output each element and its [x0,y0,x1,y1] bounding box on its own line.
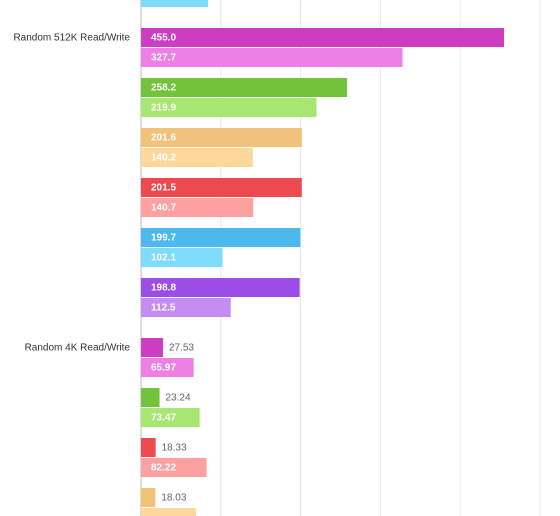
value-label: 199.7 [151,233,176,244]
value-label: 112.5 [151,303,176,314]
bar [141,248,223,267]
bar [141,178,302,197]
bar [141,0,209,7]
bar [141,98,317,117]
value-label: 82.22 [151,463,176,474]
value-label: 73.47 [151,413,176,424]
value-label: 140.7 [151,203,176,214]
value-label: 18.03 [161,493,186,504]
value-label: 219.9 [151,103,176,114]
value-label: 198.8 [151,283,176,294]
bar [141,228,301,247]
bar [141,508,197,516]
value-label: 65.97 [151,363,176,374]
group-label: Random 512K Read/Write [13,33,130,44]
bar [141,458,207,477]
value-label: 258.2 [151,83,176,94]
bar [141,28,505,47]
value-label: 201.5 [151,183,176,194]
bar [141,128,302,147]
value-label: 455.0 [151,33,176,44]
bar [141,198,254,217]
group-label: Random 4K Read/Write [25,343,131,354]
bar [141,278,300,297]
bar [141,78,348,97]
bar [141,388,160,407]
bar [141,48,403,67]
value-label: 102.1 [151,253,176,264]
value-label: 327.7 [151,53,176,64]
value-label: 18.33 [162,443,187,454]
bar [141,338,163,357]
value-label: 201.6 [151,133,176,144]
bar [141,298,231,317]
value-label: 140.2 [151,153,176,164]
bar [141,358,194,377]
bar [141,408,200,427]
value-label: 27.53 [169,343,194,354]
bar [141,148,253,167]
value-label: 23.24 [166,393,191,404]
bar [141,438,156,457]
bar [141,488,156,507]
